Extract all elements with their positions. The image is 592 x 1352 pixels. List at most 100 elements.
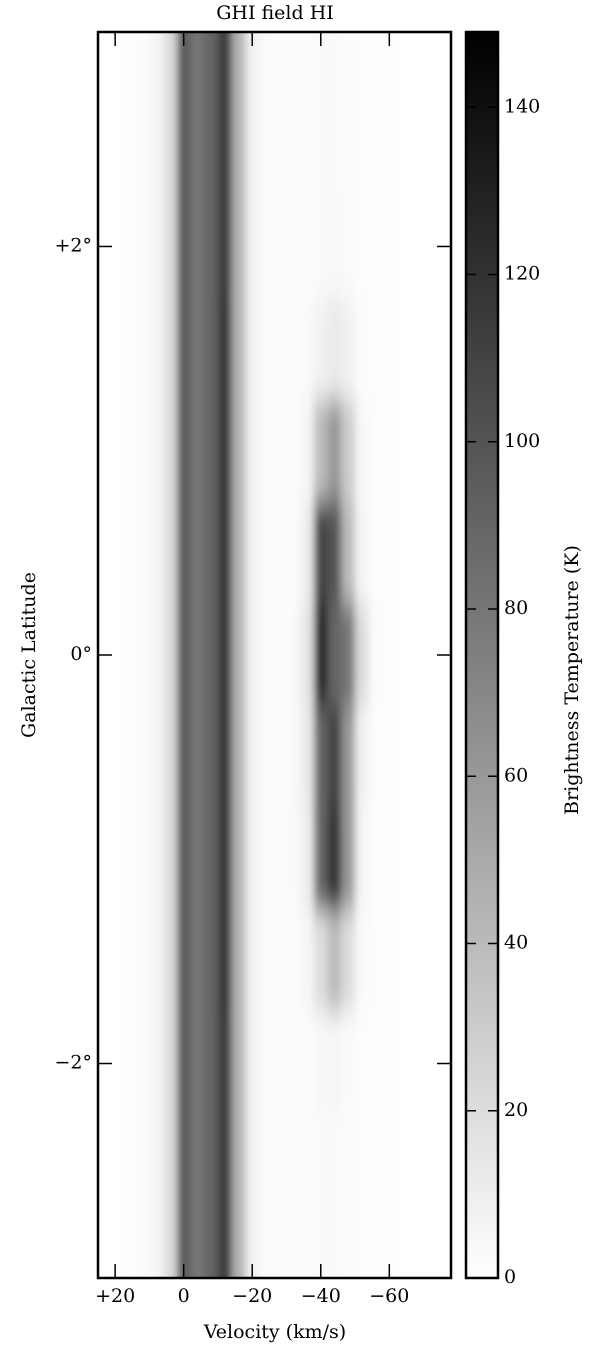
cell [423,297,438,401]
cell [396,706,411,809]
cell [313,195,329,299]
cell [382,706,397,809]
cell [409,1012,425,1116]
cell [204,32,219,94]
x-tick-label: 0 [178,1285,190,1307]
cell [135,706,150,809]
cell [396,910,411,1013]
cell [272,1114,287,1218]
cell [300,1114,315,1218]
cell [121,1114,137,1218]
cell [368,1114,383,1218]
cell [437,1216,451,1278]
cell [108,1012,123,1116]
cell [163,399,178,503]
cell [231,93,246,196]
cell [135,808,150,911]
cell [259,195,274,299]
cell [409,1216,425,1278]
cell [355,32,370,94]
cell [286,1216,301,1278]
cell [245,195,260,299]
cell [396,1216,411,1278]
cell [272,195,287,299]
cell [272,32,287,94]
cell [149,1012,164,1116]
cell [204,1216,219,1278]
cell [163,501,178,605]
cell [108,501,123,605]
cell [121,1012,137,1116]
x-axis-label: Velocity (km/s) [203,1321,346,1343]
cell [176,706,192,809]
cell [245,32,260,94]
cell [149,603,164,707]
cell [108,808,123,911]
cell [396,32,411,94]
cell [409,399,425,503]
cell [259,1012,274,1116]
cell [341,501,356,605]
cell [217,93,233,196]
cell [121,195,137,299]
cell [341,297,356,401]
cell [327,1216,342,1278]
cell [327,1114,342,1218]
cell [355,501,370,605]
cell [409,603,425,707]
cell [409,32,425,94]
cell [272,1216,287,1278]
cell [327,93,342,196]
cell [396,297,411,401]
cell [382,808,397,911]
cell [368,706,383,809]
cell [300,706,315,809]
cell [286,706,301,809]
cell [382,1012,397,1116]
cell [423,32,438,94]
cell [163,297,178,401]
cell [382,93,397,196]
cell [396,1012,411,1116]
cell [313,399,329,503]
cell [300,93,315,196]
cell [355,706,370,809]
cell [313,1114,329,1218]
cell [108,1114,123,1218]
cell [355,399,370,503]
cell [217,1012,233,1116]
cell [245,297,260,401]
cell [437,93,451,196]
heatmap [98,32,451,1278]
cell [217,808,233,911]
cell [176,32,192,94]
cell [259,808,274,911]
cell [204,297,219,401]
cell [286,808,301,911]
y-axis-label: Galactic Latitude [18,572,40,738]
cell [423,1012,438,1116]
cell [163,808,178,911]
cell [300,808,315,911]
cell [204,501,219,605]
cell [231,399,246,503]
cell [286,603,301,707]
cell [423,399,438,503]
cell [245,808,260,911]
cell [396,501,411,605]
cell [176,808,192,911]
cell [313,32,329,94]
cell [217,399,233,503]
cell [108,195,123,299]
cell [409,706,425,809]
colorbar-label: Brightness Temperature (K) [561,545,583,815]
cell [231,808,246,911]
cell [382,399,397,503]
cell [272,399,287,503]
cell [163,32,178,94]
x-tick-label: −60 [369,1285,409,1307]
cell [259,93,274,196]
cell [163,1216,178,1278]
cell [98,93,109,196]
